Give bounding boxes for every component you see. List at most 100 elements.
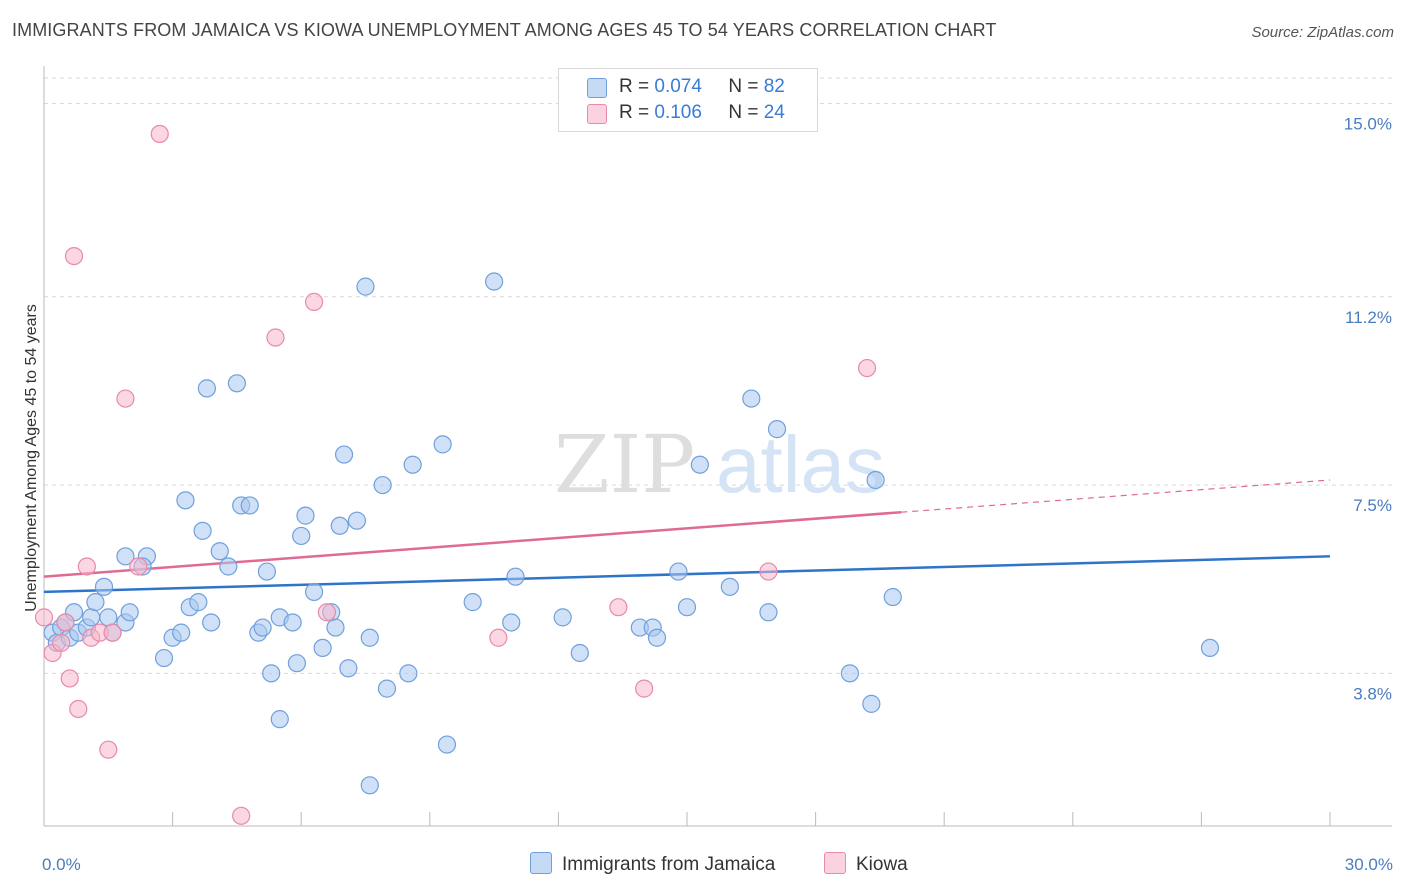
data-point-kiowa (60, 669, 79, 688)
data-point-jamaica (677, 598, 697, 617)
legend-n-value: 82 (763, 76, 785, 97)
data-point-kiowa (304, 292, 324, 311)
data-points (34, 124, 1220, 825)
data-point-jamaica (759, 603, 778, 622)
bottom-legend-label-kiowa: Kiowa (856, 854, 908, 875)
data-point-jamaica (202, 613, 221, 632)
data-point-jamaica (326, 618, 345, 637)
data-point-jamaica (862, 694, 881, 713)
watermark-atlas: atlas (716, 420, 885, 509)
data-point-jamaica (313, 638, 332, 658)
x-tick-label: 30.0% (1345, 855, 1393, 874)
data-point-jamaica (283, 613, 302, 632)
x-tick-label: 0.0% (42, 855, 81, 874)
data-point-jamaica (403, 455, 422, 474)
data-point-jamaica (883, 587, 902, 607)
data-point-jamaica (296, 506, 315, 525)
axes (43, 66, 1392, 827)
data-point-jamaica (189, 593, 208, 612)
data-point-jamaica (347, 511, 367, 530)
bottom-legend-kiowa: Kiowa (824, 852, 908, 876)
data-point-jamaica (82, 608, 101, 627)
data-point-kiowa (52, 633, 71, 652)
data-point-jamaica (742, 389, 761, 408)
bottom-legend-swatch-jamaica (530, 852, 552, 874)
source-credit: Source: ZipAtlas.com (1251, 24, 1394, 41)
grid-lines (44, 77, 1392, 674)
data-point-jamaica (94, 577, 114, 596)
data-point-jamaica (172, 623, 191, 642)
data-point-jamaica (485, 272, 504, 291)
legend-n-label: N = (728, 102, 759, 123)
data-point-jamaica (866, 470, 885, 490)
data-point-jamaica (227, 374, 246, 393)
data-point-jamaica (253, 618, 272, 637)
data-point-kiowa (635, 679, 654, 698)
data-point-jamaica (506, 567, 525, 586)
data-point-kiowa (489, 628, 508, 647)
data-point-jamaica (334, 445, 354, 464)
data-point-kiowa (150, 124, 169, 144)
data-point-jamaica (647, 628, 667, 647)
data-point-jamaica (767, 420, 787, 439)
data-point-kiowa (857, 358, 877, 378)
data-point-jamaica (99, 608, 118, 627)
data-point-jamaica (197, 379, 216, 398)
chart-title: IMMIGRANTS FROM JAMAICA VS KIOWA UNEMPLO… (12, 20, 997, 40)
data-point-kiowa (317, 603, 337, 622)
trend-line-kiowa-projection (901, 479, 1331, 513)
data-point-jamaica (356, 277, 375, 296)
data-point-kiowa (266, 328, 285, 347)
y-tick-label: 7.5% (1353, 496, 1392, 515)
y-tick-label: 3.8% (1353, 684, 1392, 703)
data-point-jamaica (120, 603, 139, 622)
y-axis-label: Unemployment Among Ages 45 to 54 years (23, 304, 40, 612)
data-point-kiowa (116, 389, 135, 408)
data-point-jamaica (437, 735, 457, 754)
legend-r-value: 0.106 (654, 102, 702, 123)
data-point-jamaica (270, 710, 289, 729)
bottom-legend-label-jamaica: Immigrants from Jamaica (562, 854, 776, 875)
data-point-jamaica (433, 435, 452, 454)
data-point-jamaica (373, 475, 392, 495)
data-point-jamaica (240, 496, 259, 515)
data-point-kiowa (609, 598, 628, 617)
data-point-jamaica (257, 562, 277, 581)
data-point-jamaica (339, 659, 358, 678)
stats-legend: R = 0.074 N = 82 R = 0.106 N = 24 (558, 68, 818, 132)
legend-swatch-jamaica (587, 78, 607, 98)
y-tick-label: 11.2% (1345, 308, 1392, 327)
bottom-legend-jamaica: Immigrants from Jamaica (530, 852, 775, 876)
data-point-jamaica (210, 542, 229, 561)
data-point-jamaica (360, 628, 379, 647)
data-point-jamaica (262, 664, 281, 683)
data-point-jamaica (1200, 638, 1220, 658)
data-point-kiowa (77, 557, 96, 576)
data-point-kiowa (69, 699, 88, 719)
data-point-jamaica (287, 654, 307, 673)
legend-r-label: R = (619, 102, 650, 123)
data-point-jamaica (377, 679, 397, 698)
data-point-jamaica (116, 547, 135, 566)
data-point-jamaica (720, 577, 739, 596)
data-point-jamaica (176, 491, 195, 510)
legend-n-label: N = (728, 76, 759, 97)
data-point-kiowa (99, 740, 118, 759)
legend-r-label: R = (619, 76, 650, 97)
legend-r-value: 0.074 (654, 76, 702, 97)
legend-swatch-kiowa (587, 104, 607, 124)
data-point-kiowa (64, 246, 84, 266)
data-point-jamaica (840, 664, 859, 683)
data-point-kiowa (759, 562, 778, 581)
watermark-zip: ZIP (554, 418, 695, 511)
y-tick-label: 15.0% (1344, 114, 1392, 133)
data-point-jamaica (193, 521, 212, 540)
tick-labels: 3.8% 7.5% 11.2% 15.0% 0.0% 30.0% (42, 114, 1393, 874)
data-point-jamaica (360, 776, 379, 795)
data-point-kiowa (103, 623, 122, 642)
data-point-jamaica (399, 664, 418, 683)
data-point-jamaica (292, 526, 311, 546)
data-point-kiowa (129, 557, 148, 576)
data-point-jamaica (669, 562, 688, 581)
